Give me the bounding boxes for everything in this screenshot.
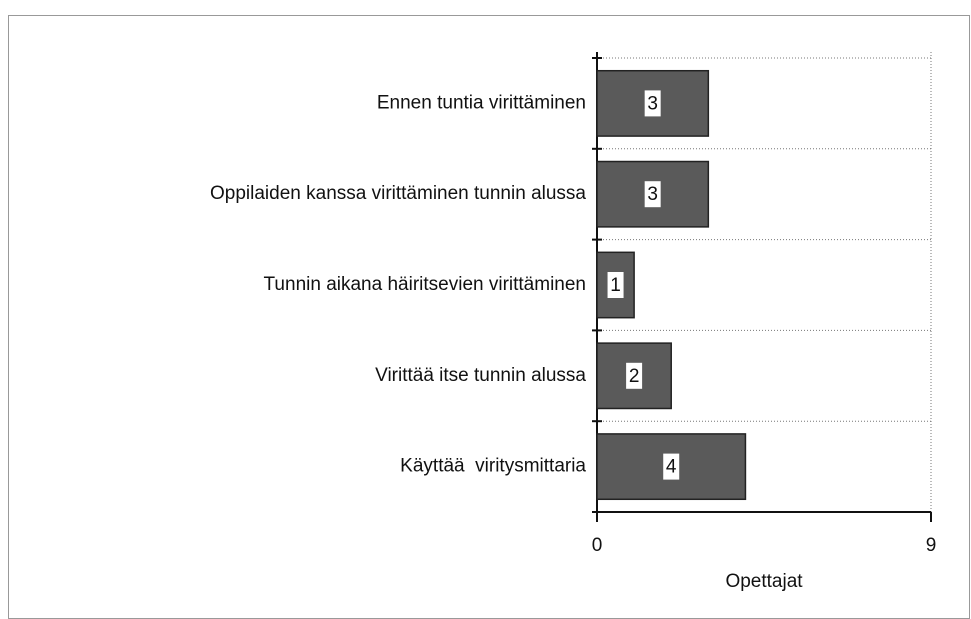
- value-label: 3: [647, 93, 658, 114]
- y-tick-label: Tunnin aikana häiritsevien virittäminen: [264, 274, 586, 295]
- value-label-bg: [644, 181, 661, 208]
- value-label: 1: [610, 275, 621, 296]
- value-label: 4: [666, 457, 677, 478]
- x-axis-label: Opettajat: [725, 571, 803, 592]
- value-label-bg: [607, 272, 624, 298]
- value-label: 3: [647, 184, 658, 205]
- value-label-bg: [626, 362, 643, 389]
- x-tick-label: 9: [926, 535, 937, 556]
- y-tick-label: Virittää itse tunnin alussa: [375, 365, 586, 386]
- value-label-bg: [644, 90, 661, 117]
- value-label: 2: [629, 366, 640, 387]
- y-tick-label: Käyttää viritysmittaria: [400, 456, 586, 477]
- value-label-bg: [663, 453, 680, 480]
- x-tick-label: 0: [592, 535, 603, 556]
- y-tick-label: Ennen tuntia virittäminen: [377, 92, 586, 113]
- y-tick-label: Oppilaiden kanssa virittäminen tunnin al…: [210, 183, 586, 204]
